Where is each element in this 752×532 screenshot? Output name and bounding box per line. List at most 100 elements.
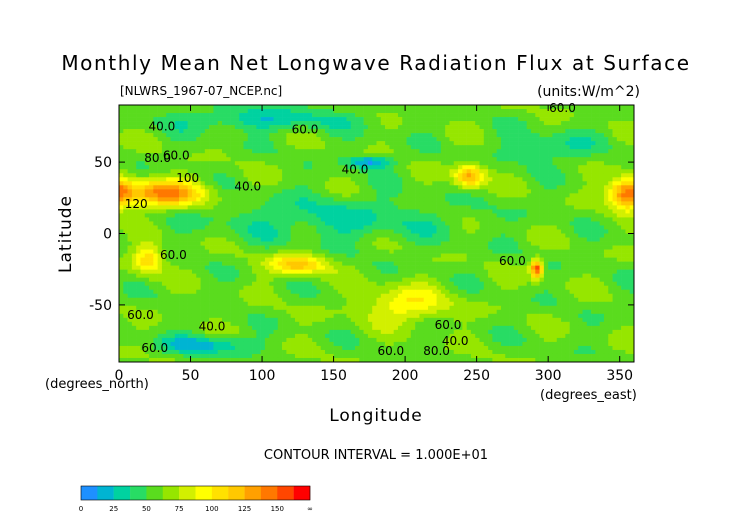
heatmap-cell [252,133,257,138]
heatmap-cell [123,197,128,202]
heatmap-cell [569,201,575,206]
heatmap-cell [496,121,502,126]
heatmap-cell [402,129,407,134]
heatmap-cell [273,177,279,182]
heatmap-cell [428,237,433,242]
heatmap-cell [213,169,219,174]
heatmap-cell [290,229,296,234]
heatmap-cell [599,225,605,230]
heatmap-cell [234,133,240,138]
heatmap-cell [535,157,540,162]
heatmap-cell [488,225,493,230]
heatmap-cell [612,181,618,186]
heatmap-cell [140,185,146,190]
heatmap-cell [286,269,291,274]
heatmap-cell [153,265,158,270]
heatmap-cell [402,153,407,158]
heatmap-cell [161,105,167,110]
heatmap-cell [608,197,613,202]
heatmap-cell [402,145,407,150]
heatmap-cell [419,245,425,250]
heatmap-cell [436,125,442,130]
heatmap-cell [410,205,416,210]
heatmap-cell [239,257,244,262]
heatmap-cell [385,197,390,202]
heatmap-cell [273,217,279,222]
heatmap-cell [204,185,210,190]
heatmap-cell [475,257,480,262]
heatmap-cell [462,181,467,186]
heatmap-cell [200,241,206,246]
heatmap-cell [591,237,596,242]
heatmap-cell [625,205,631,210]
heatmap-cell [273,237,279,242]
heatmap-cell [423,185,429,190]
heatmap-cell [539,225,545,230]
heatmap-cell [294,105,300,110]
heatmap-cell [127,197,133,202]
heatmap-cell [252,181,257,186]
heatmap-cell [294,213,300,218]
heatmap-cell [440,141,446,146]
heatmap-cell [320,145,326,150]
heatmap-cell [449,177,455,182]
heatmap-cell [569,109,575,114]
heatmap-cell [629,153,635,158]
heatmap-cell [629,189,635,194]
heatmap-cell [526,185,532,190]
heatmap-cell [350,121,356,126]
heatmap-cell [393,205,399,210]
heatmap-cell [346,169,352,174]
heatmap-cell [234,209,240,214]
heatmap-cell [217,169,223,174]
heatmap-cell [500,141,506,146]
heatmap-cell [586,129,592,134]
heatmap-cell [183,169,188,174]
heatmap-cell [217,185,223,190]
heatmap-cell [136,153,141,158]
heatmap-cell [123,261,128,266]
heatmap-cell [372,261,377,266]
heatmap-cell [273,137,279,142]
heatmap-cell [299,197,304,202]
heatmap-cell [612,165,618,170]
heatmap-cell [140,209,146,214]
heatmap-cell [277,169,283,174]
heatmap-cell [290,221,296,226]
heatmap-cell [496,197,502,202]
heatmap-cell [629,221,635,226]
heatmap-cell [256,137,261,142]
heatmap-cell [363,245,369,250]
heatmap-cell [294,109,300,114]
heatmap-cell [488,137,493,142]
heatmap-cell [277,209,283,214]
heatmap-cell [342,185,347,190]
heatmap-cell [526,221,532,226]
heatmap-cell [565,141,570,146]
heatmap-cell [385,129,390,134]
heatmap-cell [415,249,420,254]
heatmap-cell [561,241,566,246]
heatmap-cell [239,201,244,206]
heatmap-cell [393,177,399,182]
heatmap-cell [157,153,163,158]
heatmap-cell [277,153,283,158]
heatmap-cell [483,169,489,174]
heatmap-cell [183,153,188,158]
heatmap-cell [282,237,287,242]
heatmap-cell [282,113,287,118]
heatmap-cell [329,173,334,178]
heatmap-cell [144,133,150,138]
heatmap-cell [625,237,631,242]
heatmap-cell [260,237,266,242]
heatmap-cell [513,229,519,234]
heatmap-cell [462,261,467,266]
heatmap-cell [157,125,163,130]
heatmap-cell [342,233,347,238]
heatmap-cell [320,265,326,270]
heatmap-cell [191,189,197,194]
heatmap-cell [312,245,317,250]
heatmap-cell [166,233,171,238]
heatmap-cell [621,157,626,162]
heatmap-cell [333,197,339,202]
